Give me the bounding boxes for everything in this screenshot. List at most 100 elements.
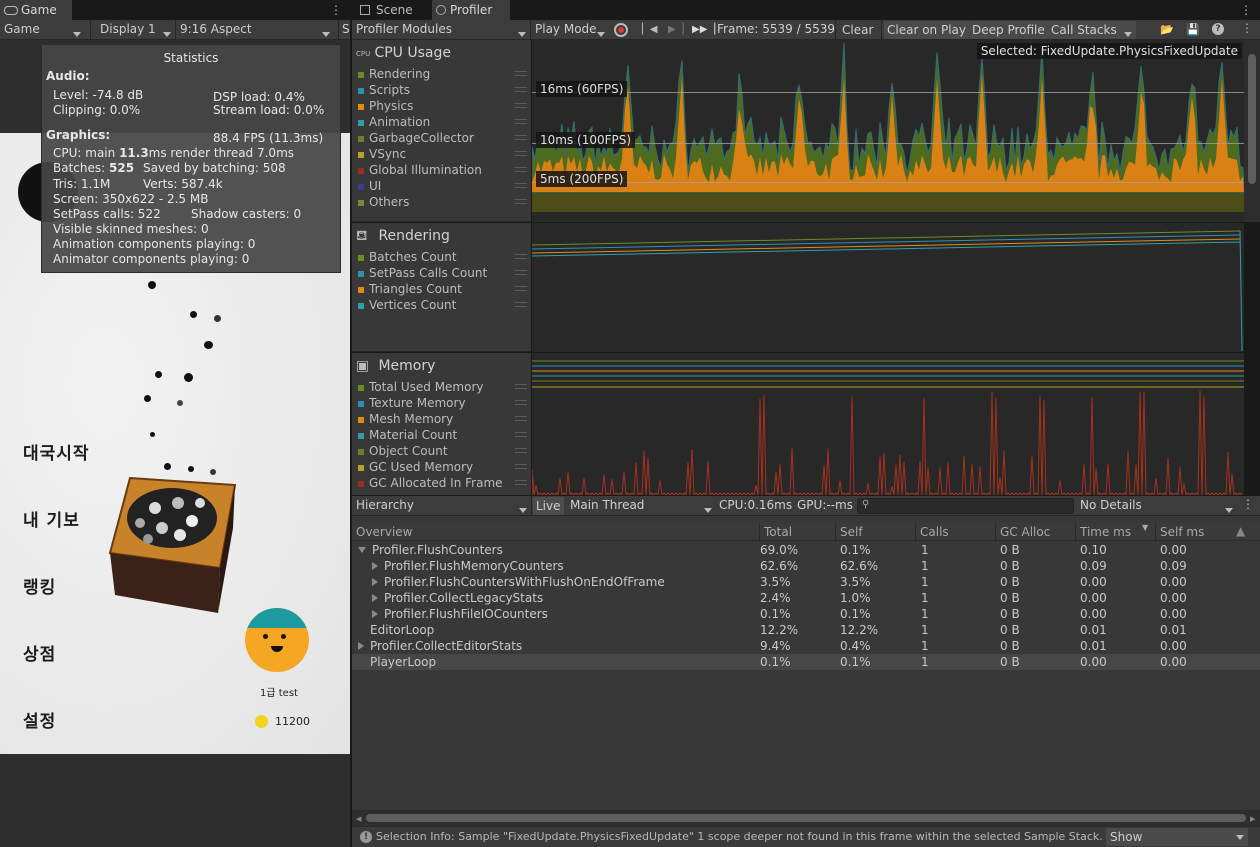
- profiler-modules-dropdown[interactable]: Profiler Modules: [356, 22, 452, 36]
- game-tab-menu-icon[interactable]: ⋮: [330, 3, 342, 17]
- load-icon[interactable]: 📂: [1160, 23, 1174, 36]
- details-menu-icon[interactable]: ⋮: [1242, 497, 1254, 511]
- table-row[interactable]: Profiler.FlushCountersWithFlushOnEndOfFr…: [352, 574, 1242, 590]
- help-icon[interactable]: ?: [1212, 23, 1224, 35]
- drag-handle-icon[interactable]: [515, 302, 527, 307]
- column-total[interactable]: Total: [759, 523, 792, 541]
- cpu-legend-item[interactable]: Physics: [358, 98, 413, 114]
- display-dropdown[interactable]: Display 1: [100, 22, 156, 36]
- view-type-dropdown[interactable]: Hierarchy: [356, 498, 415, 512]
- rendering-module[interactable]: ⛾ Rendering Batches Count SetPass Calls C…: [352, 223, 531, 352]
- record-button[interactable]: [614, 23, 628, 37]
- current-frame-icon[interactable]: ▶▶▕: [692, 24, 716, 35]
- cpu-usage-chart[interactable]: 16ms (60FPS) 10ms (100FPS) 5ms (200FPS) …: [532, 40, 1260, 222]
- deep-profile-toggle[interactable]: Deep Profile: [969, 21, 1048, 39]
- drag-handle-icon[interactable]: [515, 167, 527, 172]
- memory-legend-item[interactable]: Material Count: [358, 427, 457, 443]
- column-calls[interactable]: Calls: [915, 523, 949, 541]
- drag-handle-icon[interactable]: [515, 119, 527, 124]
- cpu-legend-item[interactable]: VSync: [358, 146, 406, 162]
- previous-frame-icon[interactable]: ▏◀: [642, 24, 658, 35]
- drag-handle-icon[interactable]: [515, 400, 527, 405]
- aspect-dropdown[interactable]: 9:16 Aspect: [180, 22, 252, 36]
- expanded-arrow-icon[interactable]: [358, 547, 366, 553]
- horizontal-scrollbar[interactable]: ◀ ▶: [352, 810, 1260, 826]
- collapsed-arrow-icon[interactable]: [358, 642, 364, 650]
- cpu-legend-item[interactable]: Global Illumination: [358, 162, 482, 178]
- game-mode-dropdown[interactable]: Game: [4, 22, 40, 36]
- chart-scrollbar[interactable]: [1244, 40, 1260, 222]
- column-overview[interactable]: Overview: [356, 525, 413, 539]
- live-toggle[interactable]: Live: [533, 497, 564, 515]
- memory-legend-item[interactable]: Total Used Memory: [358, 379, 484, 395]
- collapsed-arrow-icon[interactable]: [372, 610, 378, 618]
- save-icon[interactable]: 💾: [1186, 23, 1200, 36]
- clear-button[interactable]: Clear: [842, 23, 874, 37]
- scale-label[interactable]: S: [342, 22, 350, 36]
- column-time-ms[interactable]: Time ms: [1075, 523, 1131, 541]
- drag-handle-icon[interactable]: [515, 448, 527, 453]
- table-row[interactable]: Profiler.CollectLegacyStats 2.4% 1.0% 1 0 B 0…: [352, 590, 1242, 606]
- collapsed-arrow-icon[interactable]: [372, 562, 378, 570]
- tab-game[interactable]: Game: [0, 0, 72, 20]
- memory-legend-item[interactable]: GC Allocated In Frame: [358, 475, 503, 491]
- cpu-legend-item[interactable]: Animation: [358, 114, 430, 130]
- cpu-legend-item[interactable]: Rendering: [358, 66, 430, 82]
- table-row[interactable]: Profiler.FlushMemoryCounters 62.6% 62.6% 1 0…: [352, 558, 1242, 574]
- thread-dropdown[interactable]: Main Thread: [570, 498, 645, 512]
- cpu-legend-item[interactable]: GarbageCollector: [358, 130, 474, 146]
- rendering-legend-item[interactable]: Triangles Count: [358, 281, 462, 297]
- rendering-chart[interactable]: [531, 223, 1244, 352]
- drag-handle-icon[interactable]: [515, 254, 527, 259]
- memory-chart[interactable]: [531, 353, 1244, 497]
- table-row[interactable]: Profiler.FlushCounters 69.0% 0.1% 1 0 B 0.10 0…: [352, 542, 1242, 558]
- drag-handle-icon[interactable]: [515, 480, 527, 485]
- memory-legend-item[interactable]: Texture Memory: [358, 395, 466, 411]
- drag-handle-icon[interactable]: [515, 71, 527, 76]
- memory-legend-item[interactable]: GC Used Memory: [358, 459, 473, 475]
- drag-handle-icon[interactable]: [515, 384, 527, 389]
- drag-handle-icon[interactable]: [515, 103, 527, 108]
- drag-handle-icon[interactable]: [515, 464, 527, 469]
- search-input[interactable]: ⚲: [857, 498, 1074, 514]
- column-self[interactable]: Self: [835, 523, 863, 541]
- collapsed-arrow-icon[interactable]: [372, 594, 378, 602]
- drag-handle-icon[interactable]: [515, 286, 527, 291]
- menu-start-game[interactable]: 대국시작: [23, 444, 90, 464]
- drag-handle-icon[interactable]: [515, 199, 527, 204]
- details-dropdown[interactable]: No Details: [1080, 498, 1142, 512]
- cpu-legend-item[interactable]: Scripts: [358, 82, 410, 98]
- tab-scene[interactable]: Scene: [356, 0, 432, 20]
- tab-profiler[interactable]: Profiler: [432, 0, 510, 20]
- next-frame-icon[interactable]: ▶▕: [668, 24, 684, 35]
- show-dropdown[interactable]: Show: [1106, 828, 1248, 846]
- clear-on-play-toggle[interactable]: Clear on Play: [884, 21, 969, 39]
- table-row[interactable]: Profiler.FlushFileIOCounters 0.1% 0.1% 1 0 B…: [352, 606, 1242, 622]
- drag-handle-icon[interactable]: [515, 270, 527, 275]
- table-row[interactable]: EditorLoop 12.2% 12.2% 1 0 B 0.01 0.01: [352, 622, 1242, 638]
- collapsed-arrow-icon[interactable]: [372, 578, 378, 586]
- table-row[interactable]: Profiler.CollectEditorStats 9.4% 0.4% 1 0 B 0…: [352, 638, 1242, 654]
- column-gc-alloc[interactable]: GC Alloc: [995, 523, 1050, 541]
- drag-handle-icon[interactable]: [515, 151, 527, 156]
- column-self-ms[interactable]: Self ms: [1155, 523, 1204, 541]
- cpu-legend-item[interactable]: Others: [358, 194, 409, 210]
- rendering-legend-item[interactable]: Batches Count: [358, 249, 457, 265]
- memory-legend-item[interactable]: Object Count: [358, 443, 448, 459]
- profiler-tab-menu-icon[interactable]: ⋮: [1240, 3, 1252, 17]
- drag-handle-icon[interactable]: [515, 416, 527, 421]
- memory-module[interactable]: ▣ Memory Total Used Memory Texture Memory…: [352, 353, 531, 495]
- drag-handle-icon[interactable]: [515, 135, 527, 140]
- drag-handle-icon[interactable]: [515, 87, 527, 92]
- table-row[interactable]: PlayerLoop 0.1% 0.1% 1 0 B 0.00 0.00: [352, 654, 1260, 670]
- cpu-legend-item[interactable]: UI: [358, 178, 381, 194]
- menu-settings[interactable]: 설정: [23, 712, 57, 732]
- player-avatar[interactable]: [245, 608, 309, 672]
- call-stacks-toggle[interactable]: Call Stacks: [1048, 21, 1136, 39]
- menu-shop[interactable]: 상점: [23, 645, 57, 665]
- rendering-legend-item[interactable]: SetPass Calls Count: [358, 265, 487, 281]
- memory-legend-item[interactable]: Mesh Memory: [358, 411, 453, 427]
- play-mode-dropdown[interactable]: Play Mode: [535, 22, 597, 36]
- rendering-legend-item[interactable]: Vertices Count: [358, 297, 456, 313]
- menu-my-records[interactable]: 내 기보: [23, 511, 80, 531]
